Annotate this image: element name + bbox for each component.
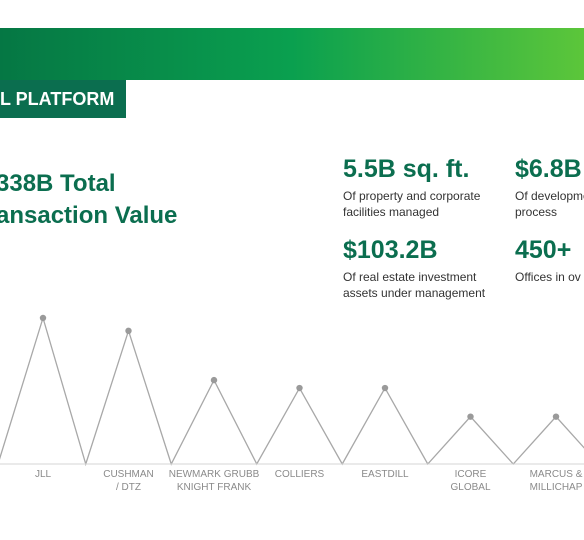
x-tick-label: ICORE [455,469,487,480]
headline-line-2: ansaction Value [0,202,178,229]
stat-description: Offices in ov [515,269,584,285]
x-tick-label: EASTDILL [361,469,409,480]
stat-description: Of property and corporate facilities man… [343,188,480,220]
data-point [125,327,132,334]
series-line [0,315,584,467]
stat-square-feet: 5.5B sq. ft. Of property and corporate f… [343,154,480,220]
headline-line-1: 338B Total [0,170,116,197]
x-tick-label: COLLIERS [275,469,325,480]
x-tick-label: CUSHMAN [103,469,154,480]
data-point [381,384,389,392]
stat-desc-line: Of development [515,189,584,203]
x-tick-label: MILLICHAP [530,482,583,493]
stat-value: 450+ [515,236,572,264]
header-banner [0,28,584,80]
data-point [552,413,560,420]
stat-value: 5.5B sq. ft. [343,155,470,183]
stat-development: $6.8B Of development process [515,154,584,220]
stat-desc-line: Of real estate investment [343,270,477,284]
stat-description: Of real estate investment assets under m… [343,269,485,301]
section-tag: L PLATFORM [0,80,126,118]
data-point [210,376,218,384]
x-tick-label: GLOBAL [450,482,490,493]
data-point [39,314,47,322]
x-tick-label: MARCUS & [530,469,583,480]
stat-value: $6.8B [515,155,582,183]
headline: 338B Total ansaction Value [0,168,256,232]
data-point [467,413,474,420]
stat-value: $103.2B [343,236,438,264]
data-point [296,384,303,392]
stat-desc-line: assets under management [343,286,486,300]
stat-offices: 450+ Offices in ov [515,235,584,285]
stat-desc-line: Offices in ov [515,270,581,284]
x-tick-label: NEWMARK GRUBB [169,469,260,480]
stat-aum: $103.2B Of real estate investment assets… [343,235,485,301]
stat-desc-line: Of property and corporate [343,189,481,203]
x-tick-label: / DTZ [116,482,141,493]
x-tick-label: JLL [35,469,52,480]
x-tick-label: KNIGHT FRANK [177,482,252,493]
stat-desc-line: facilities managed [343,205,440,219]
stat-desc-line: process [515,205,558,219]
stat-description: Of development process [515,188,584,220]
